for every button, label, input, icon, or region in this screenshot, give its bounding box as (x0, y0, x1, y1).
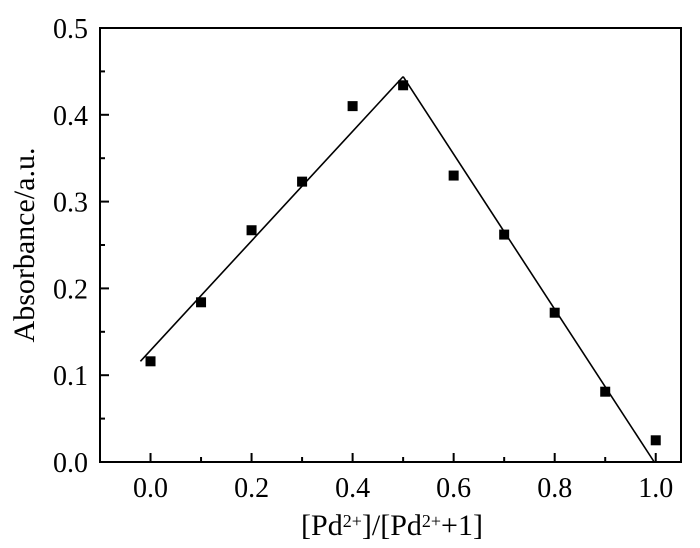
x-axis-title-superscript: 2+ (422, 511, 441, 531)
data-point (600, 386, 611, 397)
y-tick-label: 0.0 (53, 448, 88, 479)
data-point (549, 307, 560, 318)
y-tick-label: 0.5 (53, 14, 88, 45)
x-axis-title-superscript: 2+ (343, 511, 362, 531)
data-point (448, 170, 459, 181)
x-tick-label: 0.8 (537, 473, 572, 504)
fit-line (402, 76, 655, 463)
x-axis-title-part: +1] (441, 509, 483, 542)
data-point (246, 225, 257, 236)
y-tick-label: 0.2 (53, 274, 88, 305)
data-point (499, 229, 510, 240)
x-tick-label: 0.4 (335, 473, 370, 504)
y-tick-label: 0.1 (53, 361, 88, 392)
data-point (347, 101, 358, 112)
y-axis-title: Absorbance/a.u. (8, 148, 41, 343)
x-tick-label: 0.2 (234, 473, 269, 504)
data-point (145, 356, 156, 367)
plot-frame (99, 27, 682, 463)
data-points (145, 80, 661, 446)
x-tick-label: 0.6 (436, 473, 471, 504)
ticks (100, 27, 657, 463)
x-axis-title: [Pd2+]/[Pd2++1] (301, 509, 483, 542)
x-axis-title-part: ]/[Pd (362, 509, 422, 542)
data-point (297, 176, 308, 187)
data-point (196, 297, 207, 308)
y-tick-label: 0.4 (53, 101, 88, 132)
y-tick-label: 0.3 (53, 188, 88, 219)
x-tick-label: 1.0 (638, 473, 673, 504)
data-point (650, 435, 661, 446)
x-tick-label: 0.0 (133, 473, 168, 504)
data-point (398, 80, 409, 91)
tick-labels: 0.0 0.2 0.4 0.6 0.8 1.0 0.0 0.1 0.2 0.3 0.4 0.5 (53, 14, 673, 504)
fit-lines (139, 76, 655, 463)
fit-line (139, 76, 404, 362)
x-axis-title-part: [Pd (301, 509, 343, 542)
